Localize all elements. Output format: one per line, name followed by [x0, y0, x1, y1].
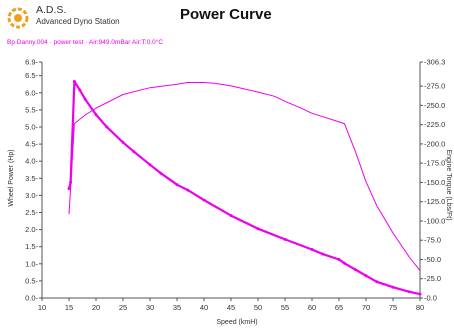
y-tick-label: 2.0-	[25, 225, 38, 234]
y-tick-label: 0.5-	[25, 276, 38, 285]
torque-data-point	[391, 285, 395, 289]
y-tick-label: 5.5-	[25, 105, 38, 114]
y2-tick-label: -0.0	[424, 294, 437, 303]
y-tick-label: 3.0-	[25, 191, 38, 200]
torque-data-point	[132, 150, 136, 154]
torque-data-point	[94, 113, 98, 117]
header: A.D.S. Advanced Dyno Station Power Curve…	[0, 0, 454, 50]
y2-tick-label: -50.0	[424, 255, 441, 264]
torque-data-point	[342, 261, 346, 265]
y-tick-label: 5.0-	[25, 122, 38, 131]
torque-data-point	[375, 280, 379, 284]
brand-name: A.D.S.	[36, 4, 67, 16]
x-axis-label: Speed (kmH)	[216, 319, 257, 326]
x-tick-label: 70	[362, 303, 370, 312]
x-tick-label: 60	[308, 303, 316, 312]
x-tick-label: 80	[416, 303, 424, 312]
y-tick-label: 4.0-	[25, 157, 38, 166]
torque-data-point	[78, 88, 82, 92]
y2-tick-label: -175.0	[424, 159, 445, 168]
torque-data-point	[186, 188, 190, 192]
x-tick-label: 15	[65, 303, 73, 312]
torque-data-point	[353, 268, 357, 271]
y-tick-label: 4.5-	[25, 140, 38, 149]
x-tick-label: 10	[38, 303, 46, 312]
y2-tick-label: -100.0	[424, 216, 445, 225]
ads-logo-icon	[7, 7, 29, 29]
torque-data-point	[364, 274, 368, 278]
ticks: 10 15 20 25 30 35 40 45 50 55 60 65 70 75 80 0.0- 0.5- 1.…	[25, 58, 445, 313]
x-tick-label: 55	[281, 303, 289, 312]
torque-data-point	[67, 187, 71, 191]
y-axis-label: Wheel Power (Hp)	[8, 149, 15, 206]
y-tick-label: 1.0-	[25, 259, 38, 268]
torque-data-point	[121, 140, 125, 144]
y-tick-label: 2.5-	[25, 208, 38, 217]
torque-data-point	[407, 290, 411, 294]
y2-tick-label: -225.0	[424, 120, 445, 129]
y2-tick-label: -150.0	[424, 178, 445, 187]
torque-data-point	[159, 171, 163, 175]
torque-data-point	[337, 258, 341, 261]
torque-data-point	[229, 214, 233, 218]
y2-axis-label: Engine Torque (Lbs/Ft)	[445, 149, 452, 220]
y-tick-label: 6.9-	[25, 58, 38, 67]
y2-tick-label: -306.3	[424, 58, 445, 67]
torque-data-point	[418, 292, 422, 296]
run-info: Bp Danny.004 · power test · Air:949.0mBa…	[7, 39, 164, 46]
x-tick-label: 30	[146, 303, 154, 312]
y2-tick-label: -250.0	[424, 101, 445, 110]
torque-data-point	[283, 237, 287, 241]
torque-data-point	[202, 198, 206, 202]
axes	[41, 62, 421, 299]
torque-data-point	[175, 183, 179, 187]
y2-tick-label: -275.0	[424, 82, 445, 91]
y2-tick-label: -25.0	[424, 274, 441, 283]
torque-data-point	[321, 252, 325, 256]
x-tick-label: 35	[173, 303, 181, 312]
x-tick-label: 25	[119, 303, 127, 312]
y-tick-label: 1.5-	[25, 242, 38, 251]
torque-data-point	[256, 227, 260, 231]
y2-tick-label: -75.0	[424, 236, 441, 245]
power-series-line	[68, 82, 421, 271]
torque-data-point	[310, 248, 314, 251]
x-tick-label: 65	[335, 303, 343, 312]
brand-subtitle: Advanced Dyno Station	[36, 17, 120, 26]
series	[67, 80, 422, 296]
y2-tick-label: -200.0	[424, 139, 445, 148]
y-tick-label: 3.5-	[25, 174, 38, 183]
torque-series-line	[67, 80, 421, 296]
x-tick-label: 45	[227, 303, 235, 312]
y-tick-label: 6.0-	[25, 88, 38, 97]
torque-data-point	[69, 180, 73, 184]
torque-data-point	[83, 97, 87, 101]
x-tick-label: 40	[200, 303, 208, 312]
y-tick-label: 0.0-	[25, 294, 38, 303]
torque-data-point	[72, 80, 76, 83]
x-tick-label: 20	[92, 303, 100, 312]
y2-tick-label: -125.0	[424, 197, 445, 206]
chart-title: Power Curve	[180, 6, 272, 23]
torque-data-point	[105, 125, 109, 129]
y-tick-label: 6.5-	[25, 71, 38, 80]
torque-data-point	[148, 163, 152, 167]
x-tick-label: 50	[254, 303, 262, 312]
x-tick-label: 75	[389, 303, 397, 312]
